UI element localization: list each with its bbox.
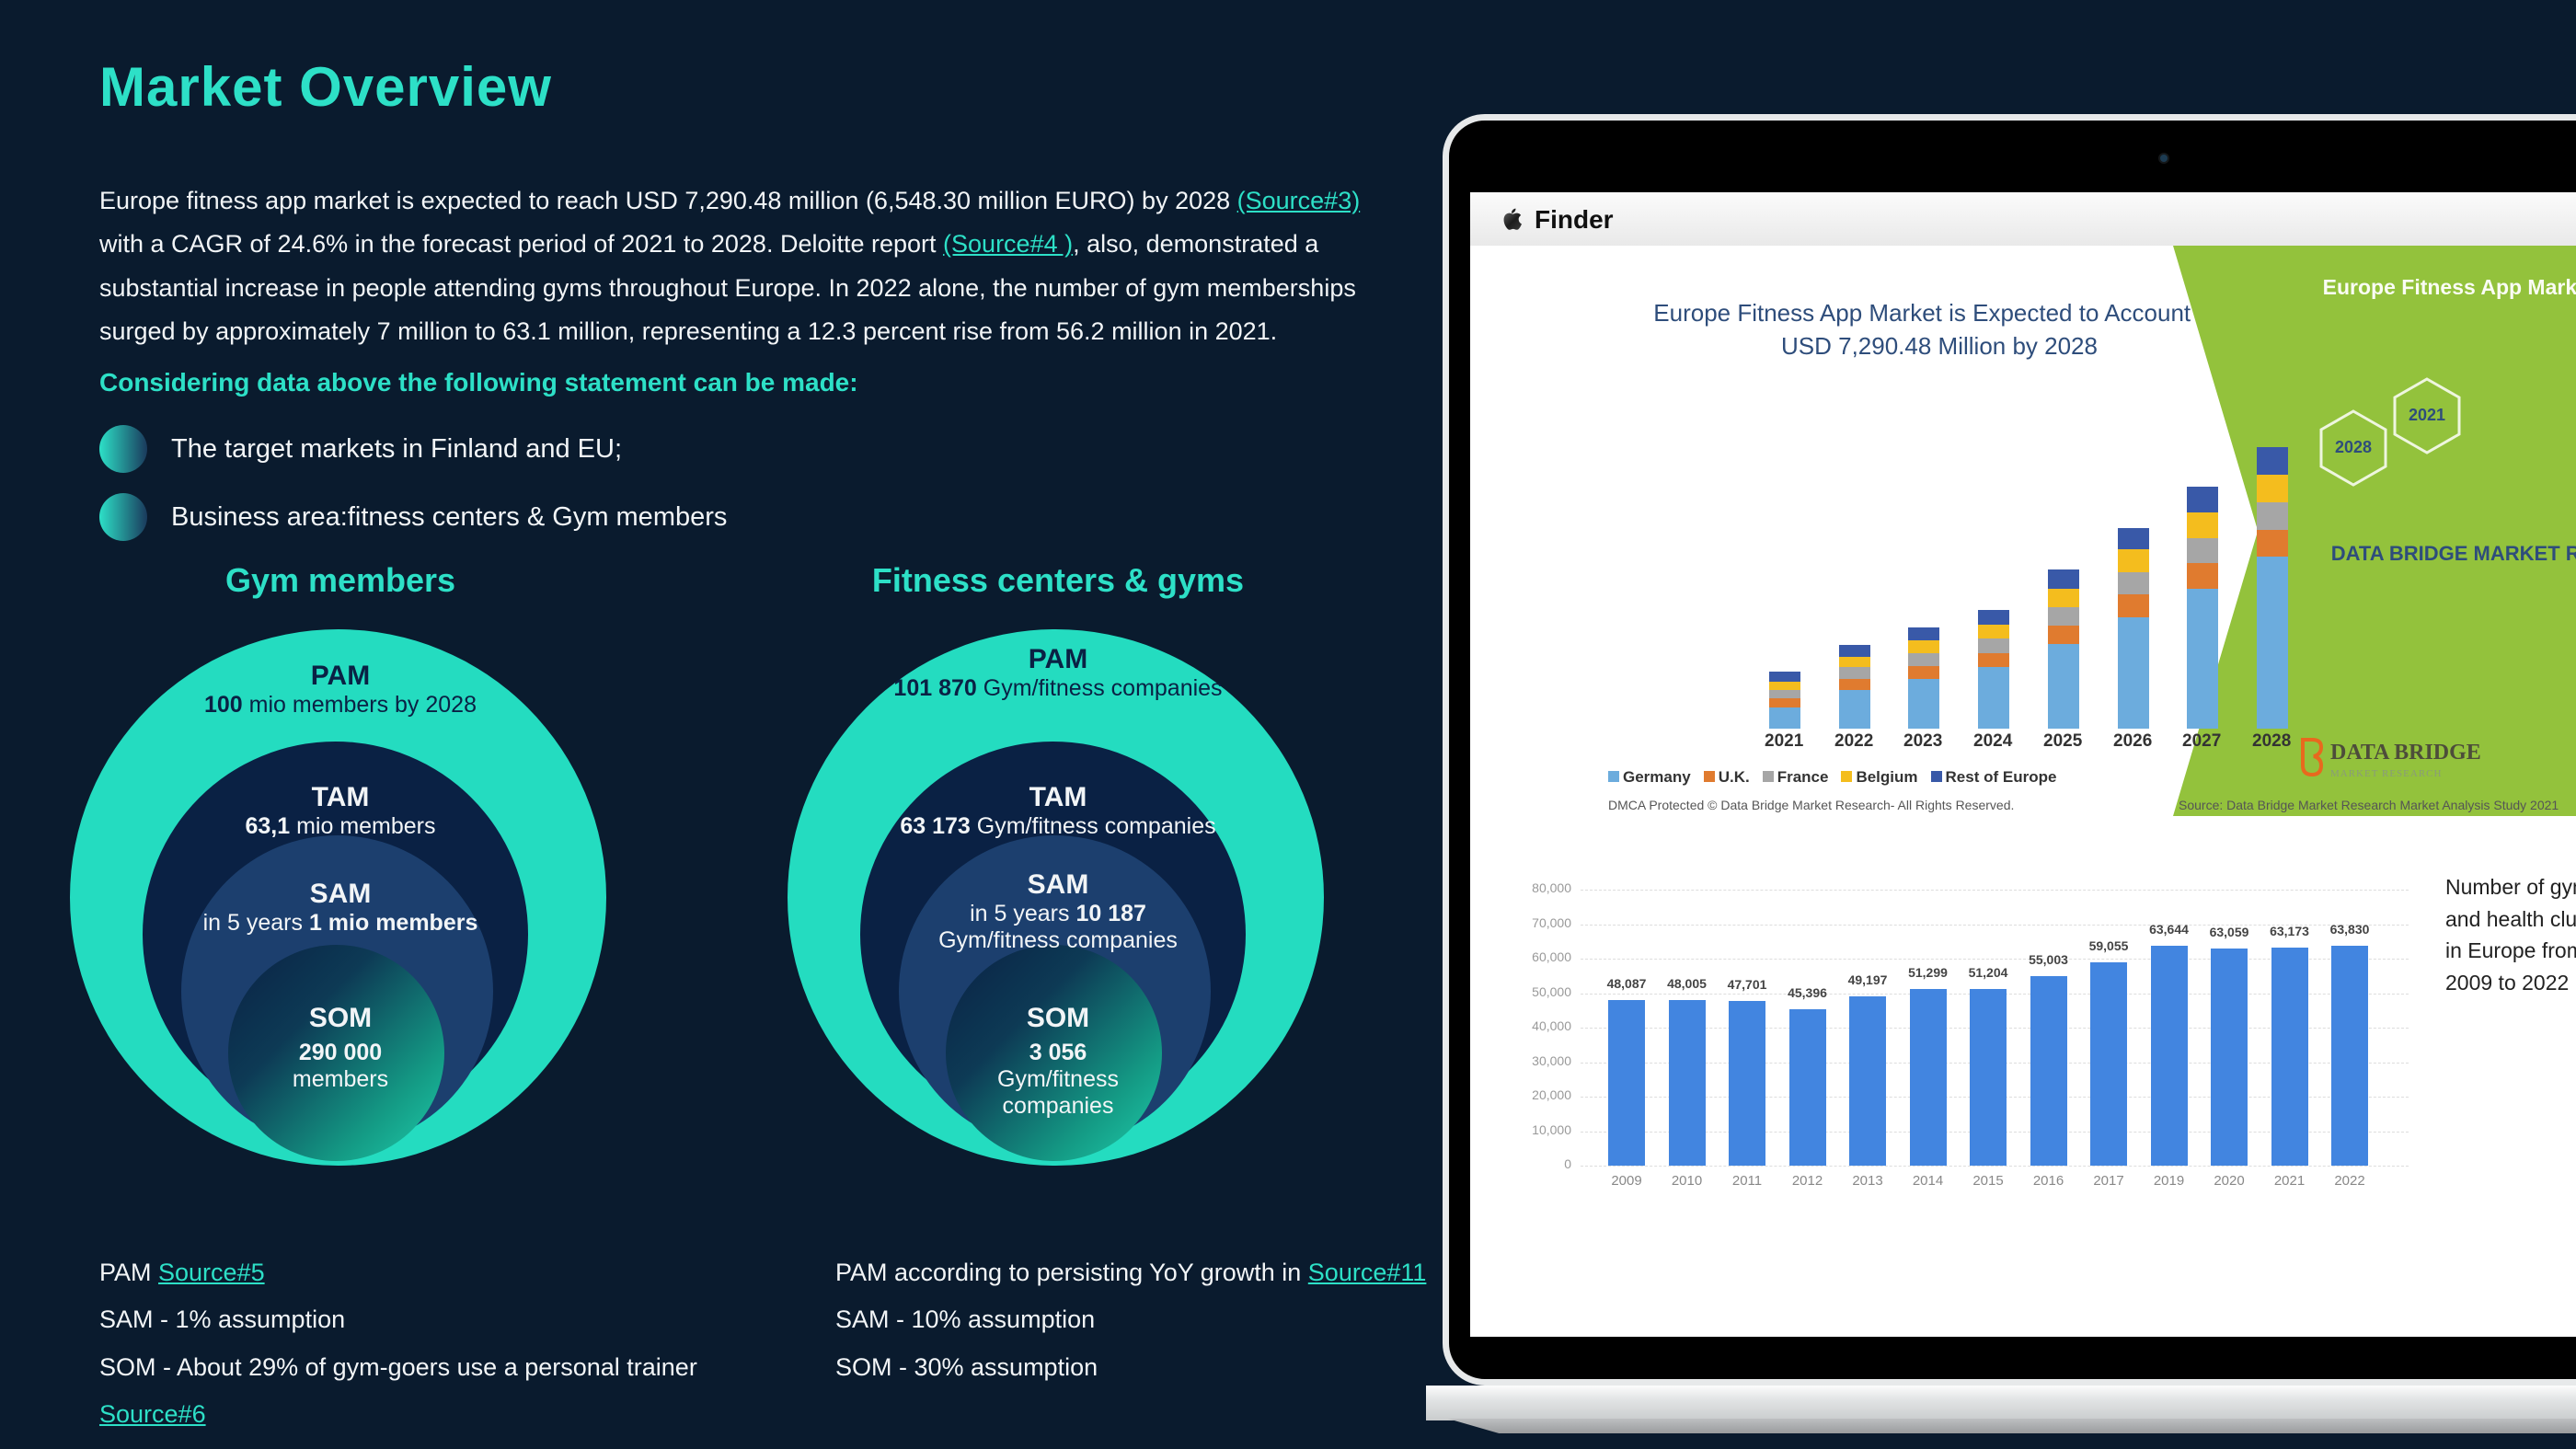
svg-text:2021: 2021 <box>2409 406 2445 424</box>
svg-text:2028: 2028 <box>2335 438 2372 456</box>
